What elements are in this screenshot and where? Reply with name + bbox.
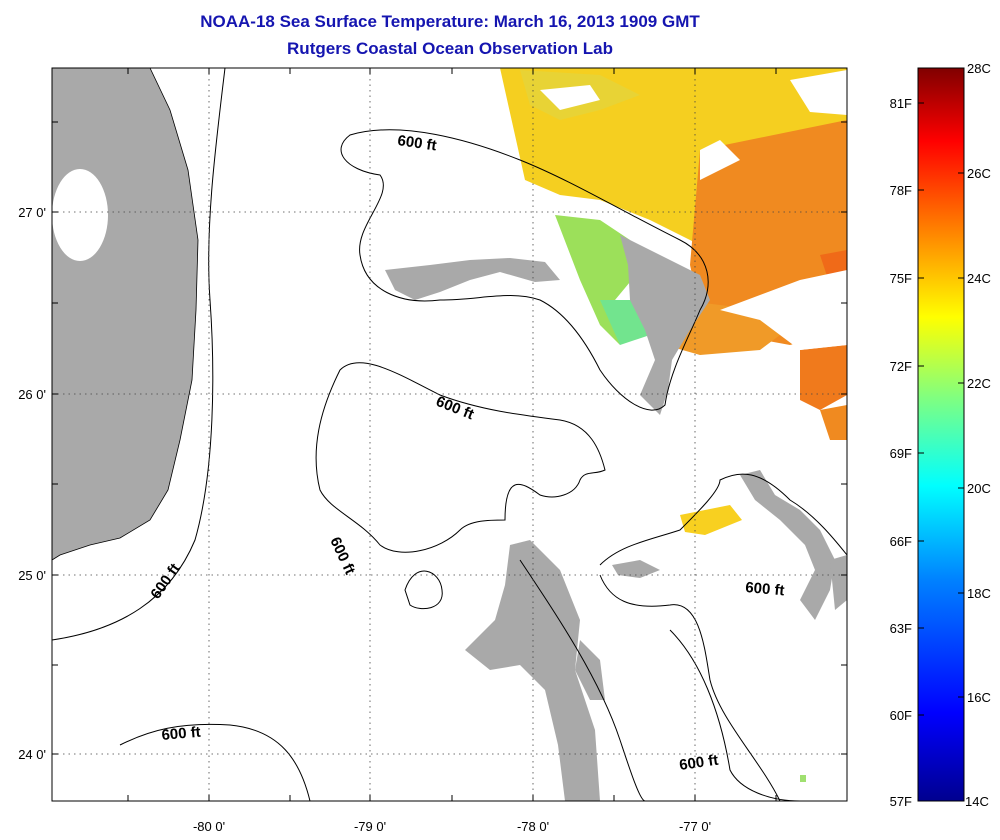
colorbar-f-label: 75F (890, 271, 912, 286)
contour-label: 600 ft (434, 393, 477, 423)
colorbar-f-label: 81F (890, 96, 912, 111)
chart-subtitle: Rutgers Coastal Ocean Observation Lab (287, 39, 613, 58)
colorbar-f-label: 57F (890, 794, 912, 809)
contour-label: 600 ft (161, 724, 202, 744)
map-ticks (52, 68, 847, 801)
colorbar-c-label: 14C (965, 794, 989, 809)
colorbar-f-label: 63F (890, 621, 912, 636)
contour-label: 600 ft (678, 752, 719, 774)
colorbar-c-label: 24C (967, 271, 991, 286)
lat-tick-label: 25 0' (18, 568, 46, 583)
sst-data-layer (500, 68, 847, 782)
colorbar-c-label: 20C (967, 481, 991, 496)
lon-tick-label: -77 0' (679, 819, 711, 834)
graticule (52, 68, 847, 801)
lat-tick-label: 26 0' (18, 387, 46, 402)
contour-label: 600 ft (745, 579, 786, 599)
contour-label: 600 ft (147, 560, 183, 602)
lon-tick-label: -79 0' (354, 819, 386, 834)
chart-title: NOAA-18 Sea Surface Temperature: March 1… (200, 12, 700, 31)
contour-label: 600 ft (396, 132, 437, 154)
contour-label: 600 ft (326, 535, 358, 578)
colorbar-f-label: 66F (890, 534, 912, 549)
colorbar-c-label: 16C (967, 690, 991, 705)
lon-tick-label: -78 0' (517, 819, 549, 834)
bathymetry-contours (52, 68, 847, 801)
colorbar-f-label: 60F (890, 708, 912, 723)
lon-tick-label: -80 0' (193, 819, 225, 834)
map-frame (51, 67, 848, 802)
colorbar-f-label: 72F (890, 359, 912, 374)
colorbar-c-label: 26C (967, 166, 991, 181)
lat-tick-label: 27 0' (18, 205, 46, 220)
colorbar-f-label: 78F (890, 183, 912, 198)
colorbar (917, 67, 965, 802)
colorbar-c-label: 28C (967, 61, 991, 76)
colorbar-c-label: 22C (967, 376, 991, 391)
colorbar-c-label: 18C (967, 586, 991, 601)
land-layer (52, 68, 847, 801)
colorbar-ticks (918, 67, 964, 716)
lat-tick-label: 24 0' (18, 747, 46, 762)
colorbar-f-label: 69F (890, 446, 912, 461)
